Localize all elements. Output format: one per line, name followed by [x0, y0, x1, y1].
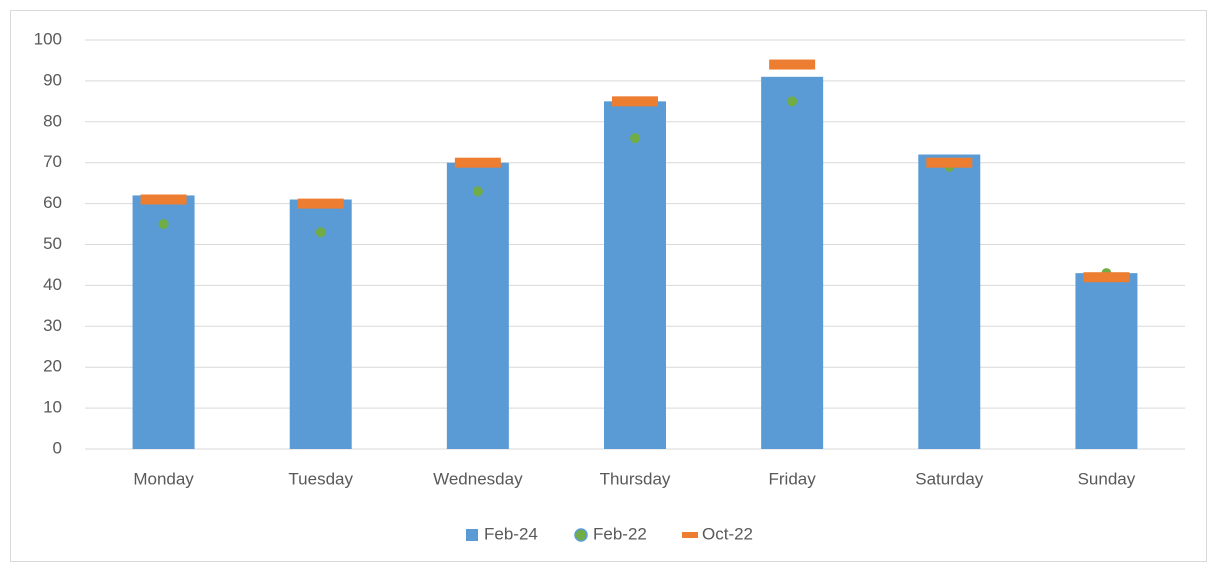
x-tick-label: Monday — [133, 469, 194, 488]
legend-label: Feb-22 — [593, 524, 647, 543]
bar — [289, 199, 352, 449]
y-tick-label: 30 — [43, 316, 62, 335]
x-tick-label: Thursday — [600, 469, 671, 488]
dash — [140, 194, 187, 205]
bar — [1075, 273, 1138, 449]
dash — [769, 59, 816, 70]
x-tick-label: Saturday — [915, 469, 984, 488]
y-tick-label: 90 — [43, 70, 62, 89]
dot — [630, 133, 640, 144]
y-tick-label: 40 — [43, 275, 62, 294]
bar — [446, 162, 509, 449]
bar — [604, 101, 666, 449]
bar — [132, 195, 195, 449]
y-tick-label: 70 — [43, 152, 62, 171]
y-tick-label: 10 — [43, 398, 62, 417]
dash — [612, 96, 658, 107]
y-tick-label: 60 — [43, 193, 62, 212]
bar — [761, 76, 824, 449]
legend-swatch — [574, 528, 588, 542]
dot — [787, 96, 798, 107]
bar — [918, 154, 981, 449]
y-tick-label: 80 — [43, 111, 62, 130]
legend-swatch — [466, 529, 478, 541]
dash — [454, 157, 501, 168]
legend-swatch — [682, 532, 698, 538]
legend-label: Oct-22 — [702, 524, 753, 543]
x-tick-label: Wednesday — [433, 469, 523, 488]
y-tick-label: 0 — [53, 438, 62, 457]
dash — [1083, 272, 1130, 283]
dash — [926, 157, 973, 168]
dash — [297, 198, 344, 209]
y-tick-label: 100 — [34, 29, 62, 48]
dot — [158, 219, 169, 230]
x-tick-label: Sunday — [1078, 469, 1136, 488]
x-tick-label: Tuesday — [288, 469, 353, 488]
dot — [315, 227, 326, 238]
dot — [472, 186, 483, 197]
legend-label: Feb-24 — [484, 524, 538, 543]
x-tick-label: Friday — [769, 469, 817, 488]
y-tick-label: 50 — [43, 234, 62, 253]
y-tick-label: 20 — [43, 357, 62, 376]
